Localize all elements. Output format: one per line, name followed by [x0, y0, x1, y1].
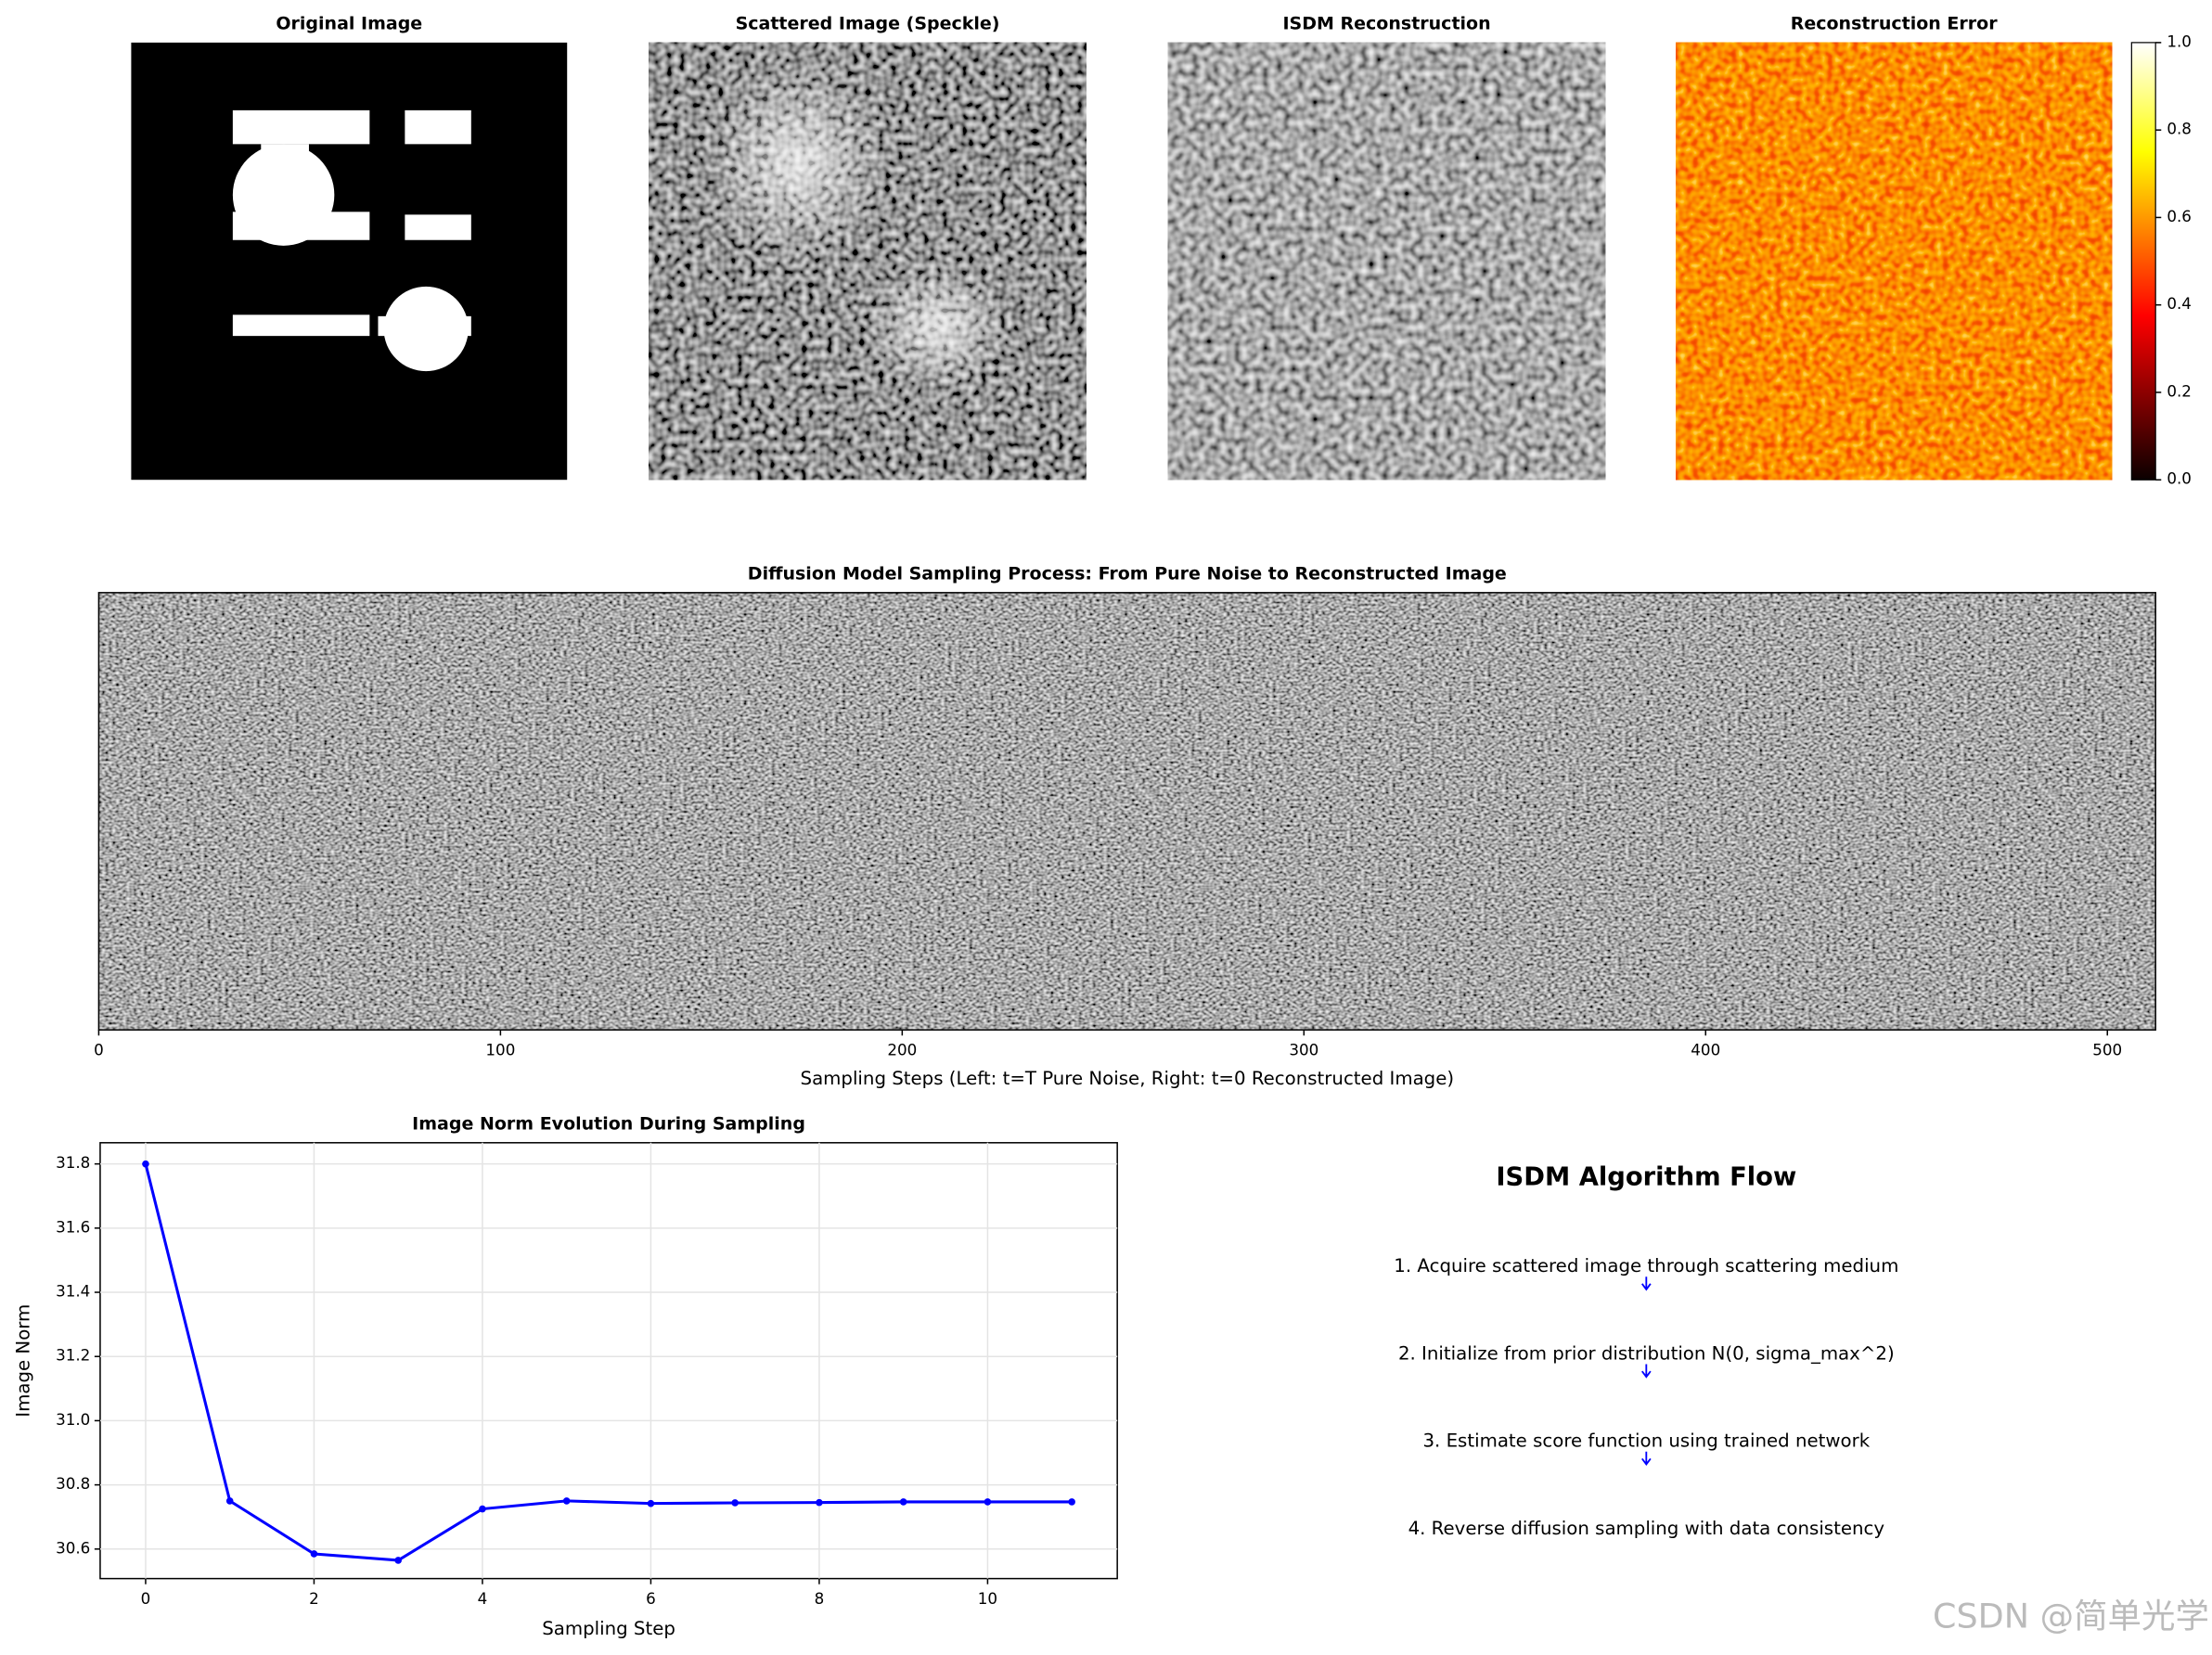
chart-title: Diffusion Model Sampling Process: From P… [748, 564, 1507, 584]
flow-step: 2. Initialize from prior distribution N(… [1398, 1342, 1895, 1364]
marker [310, 1550, 318, 1558]
x-tick-label: 10 [978, 1589, 997, 1608]
flow-step: 4. Reverse diffusion sampling with data … [1408, 1518, 1885, 1539]
flow-step: 3. Estimate score function using trained… [1422, 1430, 1870, 1452]
marker [142, 1160, 149, 1168]
colorbar-tick-label: 0.6 [2167, 207, 2192, 225]
chart-title: Image Norm Evolution During Sampling [412, 1114, 805, 1135]
flow-arrows [1641, 1277, 1652, 1466]
x-tick-label: 2 [309, 1589, 319, 1608]
y-tick-label: 30.6 [56, 1538, 90, 1557]
x-tick-label: 0 [94, 1040, 104, 1058]
chart-title: Original Image [276, 14, 422, 34]
chart-title: ISDM Reconstruction [1282, 14, 1490, 34]
marker [1068, 1498, 1075, 1506]
marker [899, 1498, 907, 1506]
x-tick-label: 0 [141, 1589, 151, 1608]
y-tick-label: 31.8 [56, 1153, 90, 1172]
marker [647, 1499, 655, 1507]
marker [479, 1505, 486, 1513]
y-tick-label: 30.8 [56, 1474, 90, 1493]
colorbar-tick-label: 0.4 [2167, 294, 2192, 313]
x-axis-label: Sampling Steps (Left: t=T Pure Noise, Ri… [801, 1068, 1455, 1089]
x-tick-label: 400 [1691, 1040, 1720, 1058]
speckle-blob [868, 263, 1010, 391]
image [1167, 42, 1606, 481]
flow-title: ISDM Algorithm Flow [1496, 1162, 1796, 1191]
chart-title: Scattered Image (Speckle) [736, 14, 1000, 34]
x-axis-label: Sampling Step [542, 1618, 675, 1639]
colorbar [2130, 42, 2156, 481]
y-tick-label: 31.2 [56, 1346, 90, 1365]
y-axis-label: Image Norm [12, 1304, 33, 1418]
y-tick-label: 31.0 [56, 1410, 90, 1429]
marker [562, 1497, 571, 1505]
x-tick-label: 6 [646, 1589, 656, 1608]
colorbar-tick-label: 1.0 [2167, 32, 2192, 50]
colorbar-tick-label: 0.8 [2167, 120, 2192, 138]
x-tick-label: 200 [887, 1040, 917, 1058]
marker [816, 1498, 823, 1507]
chart-title: Reconstruction Error [1791, 14, 1998, 34]
marker [731, 1499, 739, 1507]
marker [225, 1497, 234, 1505]
axes-frame [99, 1142, 1118, 1580]
image [1676, 42, 2113, 481]
image [98, 592, 2156, 1031]
marker [984, 1498, 992, 1506]
marker [394, 1557, 402, 1564]
speckle-blob [705, 63, 889, 262]
image-shapes [232, 109, 471, 372]
x-tick-label: 300 [1289, 1040, 1318, 1058]
colorbar-tick-label: 0.2 [2167, 381, 2192, 400]
watermark: CSDN @简单光学 [1933, 1597, 2209, 1636]
line [144, 1163, 1073, 1562]
x-tick-label: 500 [2092, 1040, 2122, 1058]
x-tick-label: 8 [815, 1589, 825, 1608]
image [131, 42, 568, 481]
colorbar-tick-label: 0.0 [2167, 469, 2192, 488]
y-tick-label: 31.4 [56, 1282, 90, 1301]
x-tick-label: 100 [485, 1040, 515, 1058]
y-tick-label: 31.6 [56, 1217, 90, 1236]
x-tick-label: 4 [478, 1589, 488, 1608]
flow-step: 1. Acquire scattered image through scatt… [1394, 1255, 1898, 1277]
axes-frame [97, 592, 2156, 1031]
